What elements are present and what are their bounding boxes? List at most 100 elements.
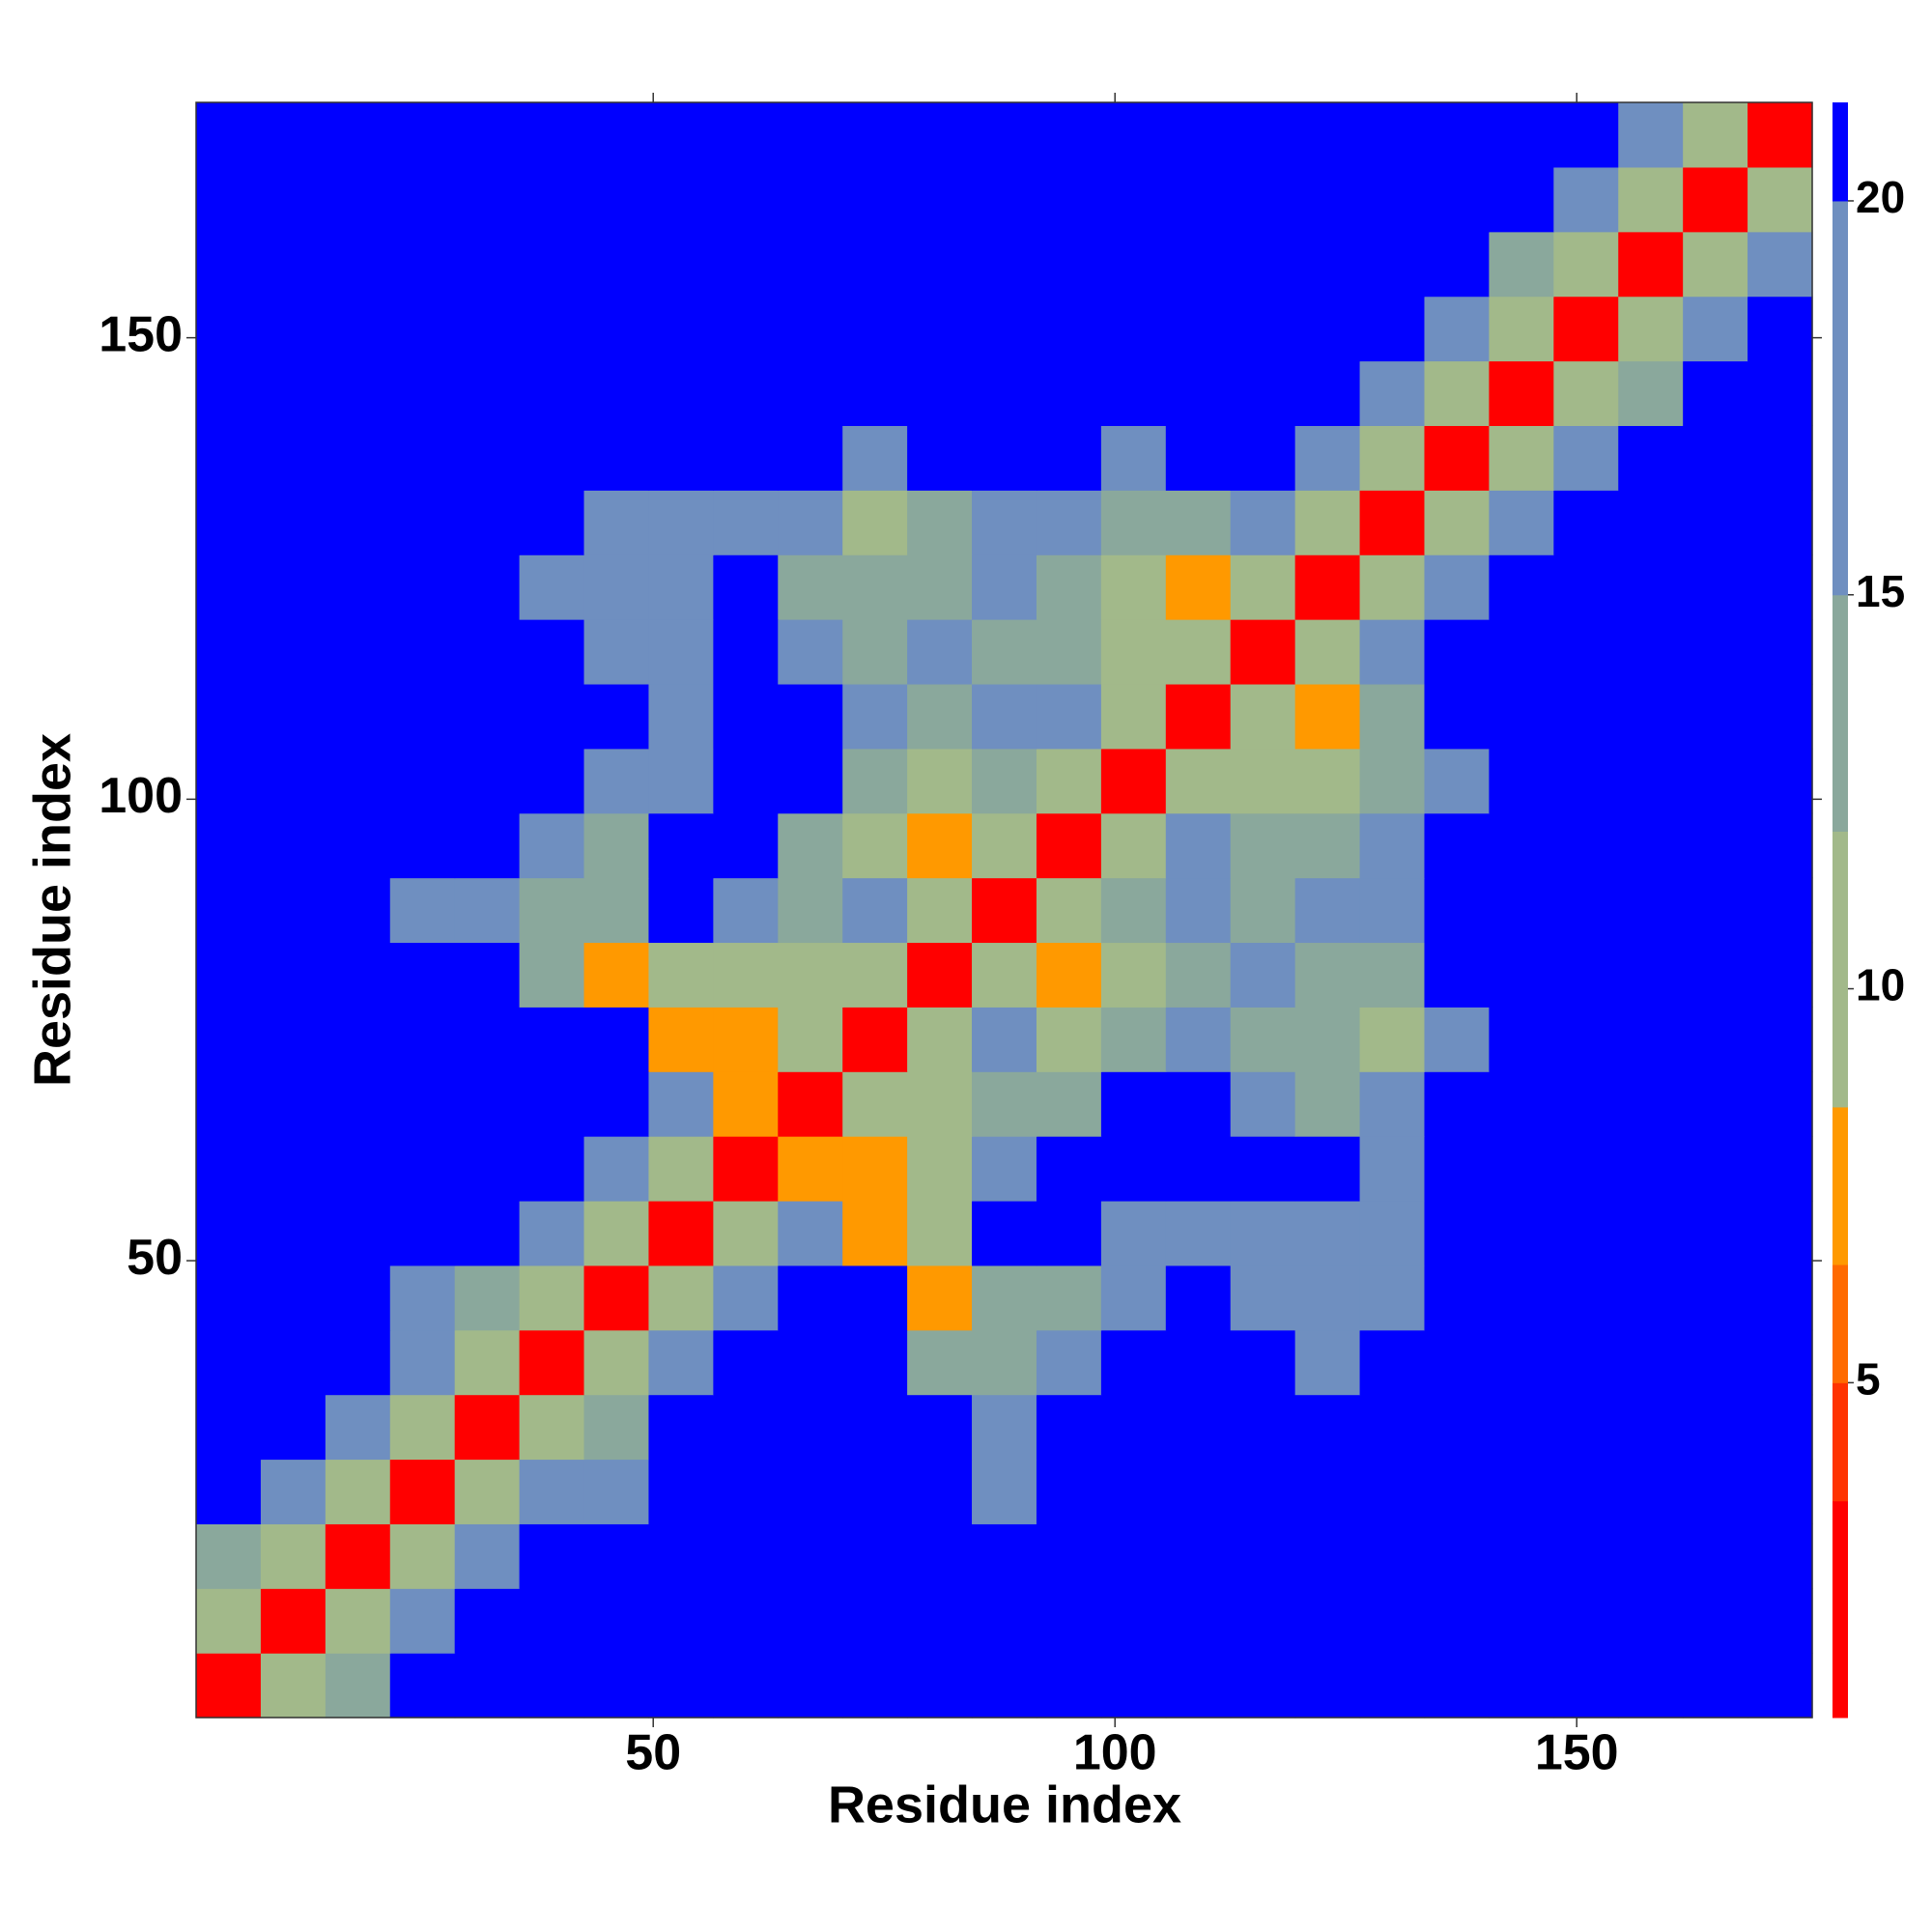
heatmap-cell	[1618, 102, 1684, 168]
heatmap-cell	[1100, 683, 1167, 750]
heatmap-cell	[196, 748, 262, 814]
heatmap-cell	[1230, 1007, 1296, 1072]
heatmap-cell	[1747, 683, 1813, 750]
heatmap-cell	[454, 1329, 521, 1396]
heatmap-cell	[778, 942, 843, 1008]
heatmap-cell	[778, 1653, 843, 1719]
heatmap-cell	[1618, 812, 1684, 879]
heatmap-cell	[1294, 360, 1361, 426]
heatmap-cell	[389, 102, 456, 168]
heatmap-cell	[972, 296, 1037, 362]
heatmap-cell	[1747, 748, 1813, 814]
heatmap-cell	[1294, 1136, 1361, 1202]
heatmap-cell	[713, 942, 779, 1008]
heatmap-cell	[648, 166, 714, 233]
heatmap-cell	[519, 1653, 585, 1719]
heatmap-cell	[1359, 1071, 1426, 1137]
heatmap-cell	[648, 748, 714, 814]
heatmap-cell	[1100, 1329, 1167, 1396]
heatmap-cell	[196, 296, 262, 362]
heatmap-cell	[260, 942, 327, 1008]
heatmap-cell	[325, 1264, 391, 1331]
heatmap-cell	[1100, 1523, 1167, 1589]
heatmap-cell	[454, 166, 521, 233]
heatmap-cell	[196, 812, 262, 879]
heatmap-cell	[1294, 942, 1361, 1008]
heatmap-cell	[713, 1329, 779, 1396]
heatmap-cell	[1424, 1071, 1490, 1137]
heatmap-cell	[454, 231, 521, 298]
heatmap-cell	[1165, 812, 1232, 879]
heatmap-cell	[1294, 877, 1361, 944]
heatmap-cell	[713, 360, 779, 426]
heatmap-cell	[842, 231, 908, 298]
heatmap-cell	[389, 166, 456, 233]
heatmap-cell	[196, 166, 262, 233]
heatmap-cell	[519, 231, 585, 298]
heatmap-cell	[972, 812, 1037, 879]
heatmap-cell	[1036, 1264, 1102, 1331]
heatmap-cell	[778, 102, 843, 168]
heatmap-cell	[1100, 1071, 1167, 1137]
heatmap-cell	[1489, 1588, 1554, 1654]
colorbar-band	[1833, 1106, 1848, 1265]
heatmap-cell	[1359, 812, 1426, 879]
heatmap-cell	[713, 1264, 779, 1331]
heatmap-cell	[907, 425, 973, 491]
heatmap-cell	[1230, 1136, 1296, 1202]
heatmap-cell	[1618, 166, 1684, 233]
heatmap-cell	[1294, 1200, 1361, 1266]
heatmap-cell	[196, 1523, 262, 1589]
colorbar-band	[1833, 594, 1848, 832]
heatmap-cell	[325, 683, 391, 750]
heatmap-cell	[389, 1653, 456, 1719]
heatmap-cell	[454, 425, 521, 491]
heatmap-cell	[1747, 296, 1813, 362]
heatmap-cell	[842, 1394, 908, 1461]
heatmap-cell	[1683, 1588, 1748, 1654]
heatmap-cell	[1230, 683, 1296, 750]
heatmap-cell	[1359, 1588, 1426, 1654]
heatmap-cell	[196, 1136, 262, 1202]
heatmap-cell	[1683, 1264, 1748, 1331]
heatmap-cell	[1489, 619, 1554, 685]
heatmap-cell	[454, 296, 521, 362]
heatmap-cell	[1100, 812, 1167, 879]
heatmap-cell	[260, 1136, 327, 1202]
heatmap-cell	[1230, 1523, 1296, 1589]
heatmap-cell	[1489, 554, 1554, 620]
heatmap-cell	[648, 1136, 714, 1202]
heatmap-cell	[389, 748, 456, 814]
heatmap-cell	[648, 102, 714, 168]
heatmap-cell	[1683, 1007, 1748, 1072]
colorbar-band	[1833, 200, 1848, 596]
heatmap-cell	[1036, 1007, 1102, 1072]
heatmap-cell	[1036, 1071, 1102, 1137]
x-tick-label: 150	[1535, 1725, 1619, 1781]
heatmap-cell	[1294, 1459, 1361, 1524]
heatmap-cell	[842, 425, 908, 491]
heatmap-cell	[648, 425, 714, 491]
heatmap-cell	[842, 1329, 908, 1396]
heatmap-cell	[454, 683, 521, 750]
heatmap-cell	[454, 619, 521, 685]
heatmap-cell	[907, 166, 973, 233]
heatmap-cell	[972, 1523, 1037, 1589]
heatmap-cell	[196, 1653, 262, 1719]
heatmap-cell	[648, 1588, 714, 1654]
heatmap-cell	[1165, 1523, 1232, 1589]
heatmap-cell	[583, 1588, 650, 1654]
heatmap-cell	[1294, 1071, 1361, 1137]
heatmap-cell	[260, 1394, 327, 1461]
heatmap-cell	[1294, 231, 1361, 298]
heatmap-cell	[325, 942, 391, 1008]
colorbar-tick-label: 15	[1856, 566, 1905, 616]
heatmap-cell	[713, 1200, 779, 1266]
heatmap-cell	[1359, 619, 1426, 685]
heatmap-cell	[1489, 1264, 1554, 1331]
heatmap-cell	[325, 102, 391, 168]
heatmap-cell	[648, 1394, 714, 1461]
heatmap-cell	[1553, 554, 1619, 620]
heatmap-cell	[196, 1588, 262, 1654]
heatmap-cell	[1036, 1329, 1102, 1396]
